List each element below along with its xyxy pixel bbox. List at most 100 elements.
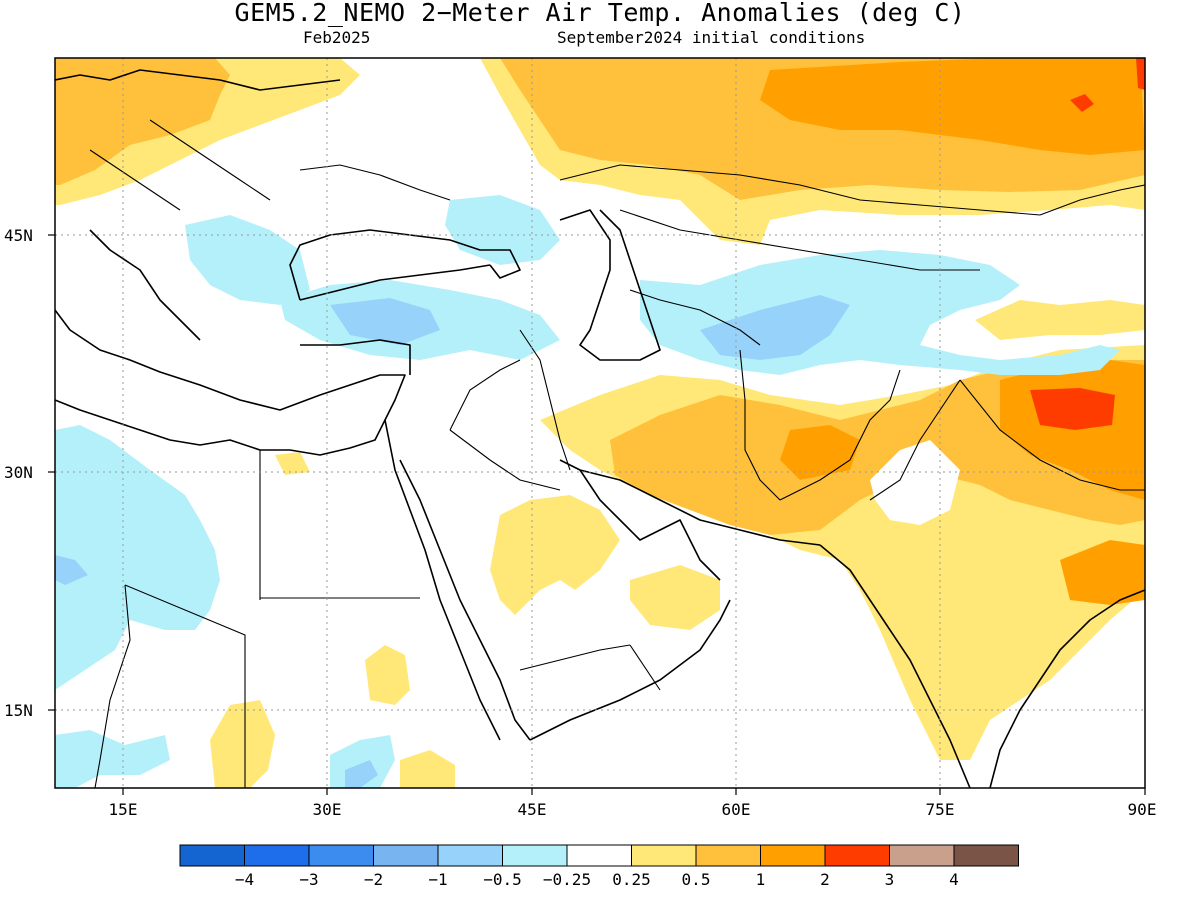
colorbar-swatch xyxy=(889,844,955,867)
lat-label-15n: 15N xyxy=(4,701,33,720)
anomaly-yellow-sudan xyxy=(365,645,410,705)
anomaly-blue-africa-west xyxy=(55,555,88,585)
border-kazakhstan-russia xyxy=(559,164,1041,216)
anomaly-blue-turkey xyxy=(330,298,440,345)
valid-month-label: Feb2025 xyxy=(303,28,371,47)
red-sea-west-coast xyxy=(384,419,501,741)
init-conditions-label: September2024 initial conditions xyxy=(557,28,866,47)
border-europe-2 xyxy=(89,149,181,211)
anomaly-orange-europe xyxy=(55,58,230,185)
anomaly-fields xyxy=(55,58,1145,788)
anomaly-yellow-ethiopia xyxy=(400,750,455,788)
border-china-mongolia xyxy=(1039,184,1145,216)
border-iraq-saudi xyxy=(449,429,561,491)
lon-label-60e: 60E xyxy=(722,800,751,819)
colorbar-label: 0.5 xyxy=(682,870,711,889)
colorbar-swatch xyxy=(308,844,374,867)
border-syria-iraq xyxy=(449,359,521,431)
colorbar xyxy=(179,844,1019,867)
lon-label-90e: 90E xyxy=(1128,800,1157,819)
border-afghanistan-pakistan xyxy=(779,369,901,501)
gridlines xyxy=(55,58,1145,788)
colorbar-label: 1 xyxy=(756,870,766,889)
country-borders xyxy=(89,119,1145,788)
colorbar-swatch xyxy=(760,844,826,867)
border-iran-iraq xyxy=(519,329,571,471)
caspian-coast xyxy=(559,209,661,361)
mediterranean-coast xyxy=(55,309,406,456)
arabia-south-coast xyxy=(529,599,731,741)
colorbar-label: 2 xyxy=(820,870,830,889)
colorbar-labels: −4 −3 −2 −1 −0.5 −0.25 0.25 0.5 1 2 3 4 xyxy=(235,870,959,889)
anomaly-red-siberia xyxy=(1070,94,1094,112)
anomaly-deep-orange-se-corner xyxy=(1060,540,1145,605)
lon-label-75e: 75E xyxy=(926,800,955,819)
anomaly-lightblue-africa xyxy=(55,425,220,690)
anomaly-blue-sudan-south xyxy=(345,760,378,788)
lat-label-30n: 30N xyxy=(4,463,33,482)
india-west-coast xyxy=(819,544,971,788)
persian-gulf-coast xyxy=(559,459,721,581)
lon-labels: 15E 30E 45E 60E 75E 90E xyxy=(109,800,1157,819)
anomaly-lightblue-sw-africa xyxy=(55,730,170,788)
colorbar-swatch xyxy=(631,844,697,867)
anomaly-blue-afghanistan xyxy=(700,295,850,360)
europe-north-coast xyxy=(55,69,341,91)
anomaly-lightblue-balkans xyxy=(185,215,310,305)
chart-title: GEM5.2_NEMO 2−Meter Air Temp. Anomalies … xyxy=(234,0,966,27)
anomaly-yellow-chad xyxy=(210,700,275,788)
border-algeria-libya xyxy=(94,584,131,788)
colorbar-swatch xyxy=(179,844,245,867)
colorbar-label: −1 xyxy=(428,870,447,889)
border-oman xyxy=(629,644,661,691)
turkey-north-coast xyxy=(299,264,491,301)
axis-ticks xyxy=(48,234,1146,795)
colorbar-swatch xyxy=(437,844,503,867)
border-saudi-yemen xyxy=(519,644,631,671)
colorbar-label: −4 xyxy=(235,870,254,889)
colorbar-swatch xyxy=(695,844,761,867)
anomaly-white-india xyxy=(870,440,960,525)
anomaly-yellow-egypt xyxy=(275,452,310,475)
colorbar-label: −0.25 xyxy=(543,870,591,889)
anomaly-red-ne-corner xyxy=(1136,58,1145,90)
anomaly-yellow-west-china xyxy=(975,300,1145,340)
colorbar-label: −0.5 xyxy=(483,870,522,889)
anomaly-red-tibet xyxy=(1030,388,1115,430)
colorbar-label: −3 xyxy=(299,870,318,889)
anomaly-yellow-arabia xyxy=(490,495,620,615)
lon-label-30e: 30E xyxy=(313,800,342,819)
border-libya-chad xyxy=(124,584,246,788)
colorbar-swatch xyxy=(566,844,632,867)
anomaly-yellow-oman xyxy=(630,565,720,630)
border-pakistan-india xyxy=(869,379,961,501)
turkey-south-coast xyxy=(300,339,411,375)
india-east-coast xyxy=(989,589,1145,788)
colorbar-swatch xyxy=(502,844,568,867)
map-frame xyxy=(54,57,1146,789)
coastlines xyxy=(55,69,1145,788)
lat-label-45n: 45N xyxy=(4,226,33,245)
colorbar-label: 4 xyxy=(949,870,959,889)
iran-south-coast xyxy=(579,469,821,546)
colorbar-label: 3 xyxy=(885,870,895,889)
colorbar-swatch xyxy=(824,844,890,867)
border-europe-1 xyxy=(149,119,271,201)
border-kazakhstan-south xyxy=(619,209,980,271)
lon-label-15e: 15E xyxy=(109,800,138,819)
lat-labels: 45N 30N 15N xyxy=(4,226,33,720)
colorbar-swatch xyxy=(244,844,310,867)
border-turkmenistan xyxy=(629,289,761,346)
lon-label-45e: 45E xyxy=(518,800,547,819)
italy-coast xyxy=(89,229,201,341)
colorbar-label: 0.25 xyxy=(612,870,651,889)
border-india-nepal xyxy=(959,379,1145,491)
colorbar-swatch xyxy=(373,844,439,867)
border-iran-afghanistan xyxy=(739,349,781,501)
red-sea-east-coast xyxy=(399,459,531,741)
anomaly-deep-orange-siberia xyxy=(760,58,1145,155)
black-sea-coast xyxy=(289,229,521,301)
colorbar-swatch xyxy=(953,844,1019,867)
colorbar-label: −2 xyxy=(364,870,383,889)
